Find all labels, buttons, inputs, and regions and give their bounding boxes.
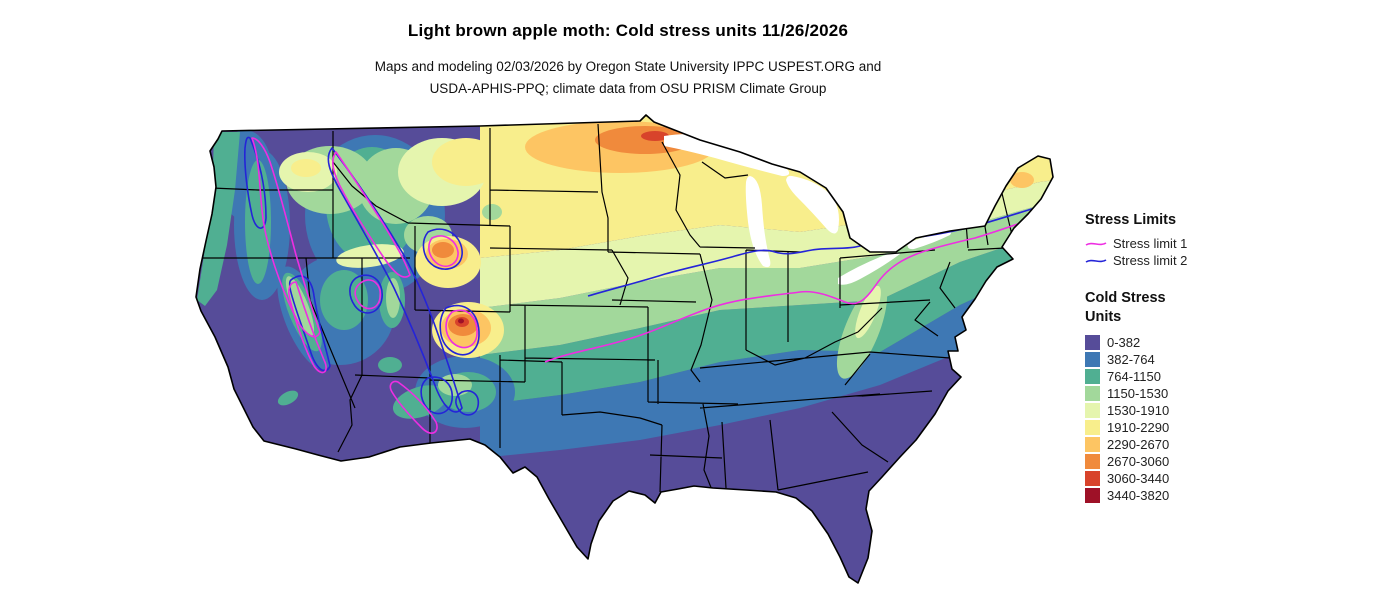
raster-band <box>480 200 1053 355</box>
lake-ontario <box>907 230 952 250</box>
lake-erie <box>838 252 900 285</box>
legend-label: 2670-3060 <box>1107 454 1170 469</box>
legend-class-row: 1530-1910 <box>1085 402 1395 419</box>
legend-swatch <box>1085 386 1100 401</box>
legend-swatch <box>1085 454 1100 469</box>
legend-swatch <box>1085 369 1100 384</box>
legend-label: 1530-1910 <box>1107 403 1170 418</box>
stress-limit-2-line-icon <box>1085 258 1107 263</box>
legend-swatch <box>1085 335 1100 350</box>
raster-patches-3440-3820 <box>458 318 464 324</box>
legend-swatch <box>1085 437 1100 452</box>
stress-limits-heading: Stress Limits <box>1085 212 1177 228</box>
subtitle: Maps and modeling 02/03/2026 by Oregon S… <box>0 56 1256 100</box>
legend-swatch <box>1085 352 1100 367</box>
legend-item-stress-limit-2: Stress limit 2 <box>1085 252 1395 269</box>
raster-band <box>480 228 1053 405</box>
us-outline <box>195 114 1054 584</box>
cold-stress-units-heading: Cold Stress Units <box>1085 289 1395 327</box>
legend-label: 382-764 <box>1107 352 1155 367</box>
legend-label: 3060-3440 <box>1107 471 1170 486</box>
lake-huron <box>786 175 839 234</box>
legend-class-row: 3060-3440 <box>1085 470 1395 487</box>
legend-swatch <box>1085 420 1100 435</box>
legend-class-row: 0-382 <box>1085 334 1395 351</box>
legend-label: Stress limit 1 <box>1113 236 1188 251</box>
legend-swatch <box>1085 488 1100 503</box>
legend-class-row: 3440-3820 <box>1085 487 1395 504</box>
legend-swatch <box>1085 471 1100 486</box>
stress-limit-1-line-icon <box>1085 241 1107 246</box>
legend-label: 3440-3820 <box>1107 488 1170 503</box>
legend: Stress Limits Stress limit 1 Stress limi… <box>1085 212 1395 504</box>
lake-michigan <box>745 176 771 268</box>
legend-label: 764-1150 <box>1107 369 1161 384</box>
legend-class-row: 2670-3060 <box>1085 453 1395 470</box>
legend-class-row: 1150-1530 <box>1085 385 1395 402</box>
stress-limit-1-contours <box>251 137 1036 434</box>
legend-class-row: 764-1150 <box>1085 368 1395 385</box>
raster-band <box>480 258 1053 458</box>
great-lakes <box>664 134 952 285</box>
subtitle-line-1: Maps and modeling 02/03/2026 by Oregon S… <box>374 59 882 74</box>
legend-class-row: 2290-2670 <box>1085 436 1395 453</box>
page-title: Light brown apple moth: Cold stress unit… <box>407 21 849 40</box>
legend-label: 1910-2290 <box>1107 420 1170 435</box>
legend-item-stress-limit-1: Stress limit 1 <box>1085 235 1395 252</box>
cold-stress-heading-line-2: Units <box>1085 309 1122 325</box>
legend-label: 1150-1530 <box>1107 386 1169 401</box>
legend-class-row: 382-764 <box>1085 351 1395 368</box>
legend-label: Stress limit 2 <box>1113 253 1188 268</box>
cold-stress-heading-line-1: Cold Stress <box>1085 290 1166 306</box>
legend-swatch <box>1085 403 1100 418</box>
legend-label: 0-382 <box>1107 335 1141 350</box>
cold-stress-raster <box>196 115 1053 583</box>
legend-label: 2290-2670 <box>1107 437 1170 452</box>
subtitle-line-2: USDA-APHIS-PPQ; climate data from OSU PR… <box>429 81 827 96</box>
legend-class-row: 1910-2290 <box>1085 419 1395 436</box>
lake-superior <box>664 134 790 176</box>
